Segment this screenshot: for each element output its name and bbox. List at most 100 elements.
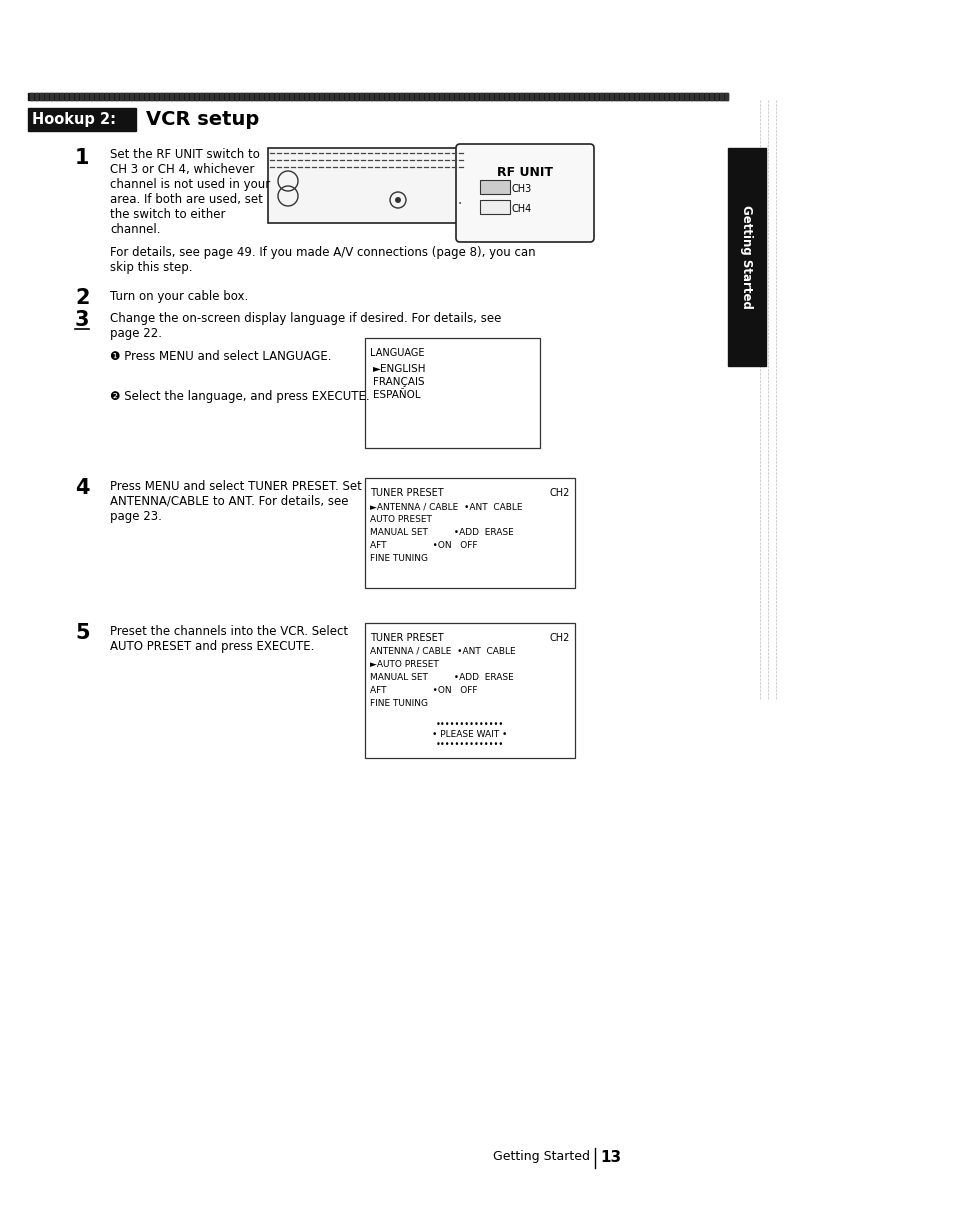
Bar (655, 93, 658, 100)
Bar (350, 93, 353, 100)
Bar (180, 93, 183, 100)
Bar (419, 93, 422, 100)
Bar (714, 93, 718, 100)
Bar (28, 108, 136, 131)
Bar (194, 93, 198, 100)
Bar (145, 93, 148, 100)
Text: Preset the channels into the VCR. Select: Preset the channels into the VCR. Select (110, 625, 348, 638)
Text: 2: 2 (75, 288, 90, 307)
Bar (479, 200, 510, 214)
Text: RF UNIT: RF UNIT (497, 167, 553, 179)
Bar (230, 93, 233, 100)
Bar (619, 93, 622, 100)
Bar (584, 93, 587, 100)
Bar (475, 93, 477, 100)
Bar (675, 93, 678, 100)
Bar (459, 93, 462, 100)
Bar (375, 93, 377, 100)
Text: CH 3 or CH 4, whichever: CH 3 or CH 4, whichever (110, 163, 254, 176)
Bar (519, 93, 522, 100)
Bar (174, 93, 178, 100)
Bar (359, 93, 363, 100)
Bar (704, 93, 707, 100)
Text: AFT                •ON   OFF: AFT •ON OFF (370, 541, 477, 550)
Text: 5: 5 (75, 624, 90, 643)
Bar (50, 93, 53, 100)
Text: • PLEASE WAIT •: • PLEASE WAIT • (432, 730, 507, 739)
Bar (430, 93, 433, 100)
Bar (399, 93, 402, 100)
Text: ►ENGLISH: ►ENGLISH (373, 364, 426, 374)
Bar (339, 93, 343, 100)
Bar (365, 478, 575, 588)
Text: AUTO PRESET and press EXECUTE.: AUTO PRESET and press EXECUTE. (110, 639, 314, 653)
Text: ANTENNA/CABLE to ANT. For details, see: ANTENNA/CABLE to ANT. For details, see (110, 495, 348, 508)
Bar (110, 93, 112, 100)
Bar (609, 93, 613, 100)
Bar (225, 93, 228, 100)
Bar (664, 93, 667, 100)
Bar (450, 93, 453, 100)
Bar (214, 93, 218, 100)
Text: TUNER PRESET: TUNER PRESET (370, 633, 443, 643)
Bar (90, 93, 92, 100)
Bar (595, 93, 598, 100)
Text: ESPAÑOL: ESPAÑOL (373, 390, 420, 401)
Bar (599, 93, 602, 100)
Bar (245, 93, 248, 100)
Text: page 22.: page 22. (110, 327, 162, 341)
FancyBboxPatch shape (456, 145, 594, 243)
Bar (85, 93, 88, 100)
Bar (629, 93, 633, 100)
Bar (644, 93, 647, 100)
Bar (535, 93, 537, 100)
Bar (415, 93, 417, 100)
Bar (268, 148, 462, 223)
Bar (550, 93, 553, 100)
Text: FINE TUNING: FINE TUNING (370, 554, 428, 564)
Bar (579, 93, 582, 100)
Bar (165, 93, 168, 100)
Text: channel.: channel. (110, 223, 160, 236)
Bar (120, 93, 123, 100)
Bar (105, 93, 108, 100)
Text: CH4: CH4 (512, 205, 532, 214)
Bar (495, 93, 497, 100)
Bar (479, 93, 482, 100)
Bar (479, 180, 510, 194)
Bar (265, 93, 268, 100)
Bar (490, 93, 493, 100)
Text: Getting Started: Getting Started (493, 1150, 589, 1163)
Text: ••••••••••••••: •••••••••••••• (436, 740, 503, 748)
Bar (345, 93, 348, 100)
Bar (635, 93, 638, 100)
Bar (160, 93, 163, 100)
Bar (499, 93, 502, 100)
Bar (564, 93, 567, 100)
Text: CH3: CH3 (512, 184, 532, 194)
Text: Change the on-screen display language if desired. For details, see: Change the on-screen display language if… (110, 312, 501, 325)
Text: CH2: CH2 (549, 633, 569, 643)
Bar (365, 338, 539, 448)
Bar (589, 93, 593, 100)
Bar (70, 93, 73, 100)
Bar (314, 93, 317, 100)
Text: AUTO PRESET: AUTO PRESET (370, 514, 432, 524)
Bar (615, 93, 618, 100)
Bar (624, 93, 627, 100)
Bar (365, 93, 368, 100)
Bar (274, 93, 277, 100)
Bar (724, 93, 727, 100)
Bar (530, 93, 533, 100)
Text: ❶ Press MENU and select LANGUAGE.: ❶ Press MENU and select LANGUAGE. (110, 350, 331, 363)
Text: Hookup 2:: Hookup 2: (32, 111, 116, 127)
Text: channel is not used in your: channel is not used in your (110, 178, 270, 191)
Text: Turn on your cable box.: Turn on your cable box. (110, 290, 248, 303)
Text: 4: 4 (75, 478, 90, 499)
Bar (125, 93, 128, 100)
Bar (569, 93, 573, 100)
Bar (305, 93, 308, 100)
Bar (190, 93, 193, 100)
Bar (370, 93, 373, 100)
Bar (539, 93, 542, 100)
